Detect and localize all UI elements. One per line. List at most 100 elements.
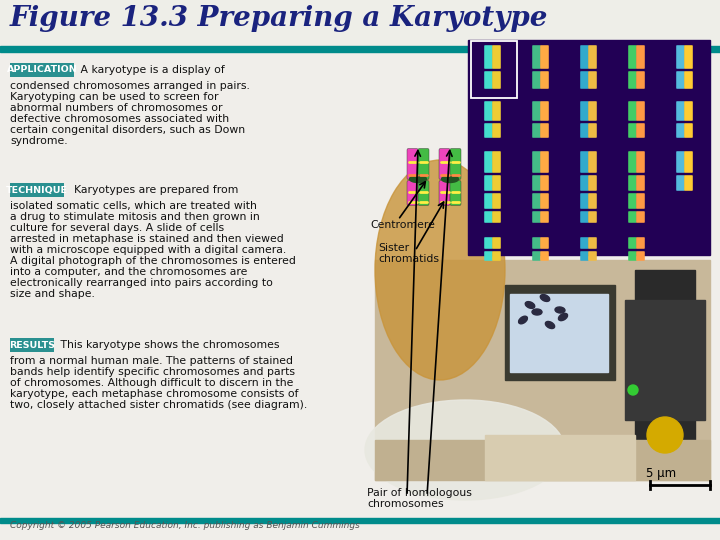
Text: chromatids: chromatids bbox=[378, 254, 439, 264]
FancyBboxPatch shape bbox=[532, 251, 541, 261]
Text: bands help identify specific chromosomes and parts: bands help identify specific chromosomes… bbox=[10, 367, 295, 377]
Text: into a computer, and the chromosomes are: into a computer, and the chromosomes are bbox=[10, 267, 248, 277]
Text: A digital photograph of the chromosomes is entered: A digital photograph of the chromosomes … bbox=[10, 256, 296, 266]
FancyBboxPatch shape bbox=[684, 123, 693, 138]
FancyBboxPatch shape bbox=[484, 251, 492, 261]
FancyBboxPatch shape bbox=[532, 123, 541, 138]
Text: of chromosomes. Although difficult to discern in the: of chromosomes. Although difficult to di… bbox=[10, 378, 293, 388]
FancyBboxPatch shape bbox=[492, 175, 501, 191]
Bar bbox=[0, 0, 720, 47]
Ellipse shape bbox=[559, 313, 567, 321]
Text: APPLICATION: APPLICATION bbox=[6, 65, 77, 75]
FancyBboxPatch shape bbox=[484, 45, 492, 69]
FancyBboxPatch shape bbox=[676, 175, 685, 191]
Text: two, closely attached sister chromatids (see diagram).: two, closely attached sister chromatids … bbox=[10, 400, 307, 410]
Text: culture for several days. A slide of cells: culture for several days. A slide of cel… bbox=[10, 223, 224, 233]
Text: certain congenital disorders, such as Down: certain congenital disorders, such as Do… bbox=[10, 125, 245, 135]
FancyBboxPatch shape bbox=[684, 101, 693, 121]
Text: Sister: Sister bbox=[378, 243, 409, 253]
Ellipse shape bbox=[410, 176, 426, 183]
FancyBboxPatch shape bbox=[540, 251, 549, 261]
FancyBboxPatch shape bbox=[588, 237, 597, 249]
FancyBboxPatch shape bbox=[588, 193, 597, 209]
Bar bbox=[510, 294, 608, 372]
FancyBboxPatch shape bbox=[10, 63, 74, 77]
FancyBboxPatch shape bbox=[10, 183, 64, 197]
FancyBboxPatch shape bbox=[540, 211, 549, 223]
FancyBboxPatch shape bbox=[588, 123, 597, 138]
Text: This karyotype shows the chromosomes: This karyotype shows the chromosomes bbox=[58, 340, 280, 350]
Text: syndrome.: syndrome. bbox=[10, 136, 68, 146]
FancyBboxPatch shape bbox=[532, 237, 541, 249]
FancyBboxPatch shape bbox=[492, 101, 501, 121]
FancyBboxPatch shape bbox=[540, 123, 549, 138]
Text: isolated somatic cells, which are treated with: isolated somatic cells, which are treate… bbox=[10, 201, 257, 211]
Text: Copyright © 2005 Pearson Education, Inc. publishing as Benjamin Cummings: Copyright © 2005 Pearson Education, Inc.… bbox=[10, 521, 360, 530]
FancyBboxPatch shape bbox=[628, 251, 636, 261]
FancyBboxPatch shape bbox=[540, 237, 549, 249]
FancyBboxPatch shape bbox=[492, 251, 501, 261]
FancyBboxPatch shape bbox=[450, 148, 461, 179]
FancyBboxPatch shape bbox=[532, 71, 541, 89]
FancyBboxPatch shape bbox=[676, 71, 685, 89]
Bar bbox=[0, 46, 720, 52]
FancyBboxPatch shape bbox=[628, 101, 636, 121]
FancyBboxPatch shape bbox=[418, 180, 429, 206]
Ellipse shape bbox=[532, 309, 541, 315]
FancyBboxPatch shape bbox=[532, 175, 541, 191]
FancyBboxPatch shape bbox=[439, 148, 450, 179]
FancyBboxPatch shape bbox=[628, 151, 636, 173]
FancyBboxPatch shape bbox=[636, 101, 645, 121]
Circle shape bbox=[628, 385, 638, 395]
FancyBboxPatch shape bbox=[636, 251, 645, 261]
FancyBboxPatch shape bbox=[407, 148, 418, 179]
Text: RESULTS: RESULTS bbox=[9, 341, 55, 349]
FancyBboxPatch shape bbox=[628, 175, 636, 191]
FancyBboxPatch shape bbox=[628, 237, 636, 249]
Text: from a normal human male. The patterns of stained: from a normal human male. The patterns o… bbox=[10, 356, 293, 366]
Bar bbox=[505, 285, 615, 380]
FancyBboxPatch shape bbox=[484, 71, 492, 89]
FancyBboxPatch shape bbox=[676, 151, 685, 173]
Bar bbox=[468, 40, 710, 255]
Text: abnormal numbers of chromosomes or: abnormal numbers of chromosomes or bbox=[10, 103, 222, 113]
FancyBboxPatch shape bbox=[628, 71, 636, 89]
FancyBboxPatch shape bbox=[439, 180, 450, 206]
FancyBboxPatch shape bbox=[532, 151, 541, 173]
FancyBboxPatch shape bbox=[588, 151, 597, 173]
FancyBboxPatch shape bbox=[676, 45, 685, 69]
FancyBboxPatch shape bbox=[676, 123, 685, 138]
Ellipse shape bbox=[525, 302, 535, 308]
FancyBboxPatch shape bbox=[628, 123, 636, 138]
Bar bbox=[625, 300, 705, 420]
FancyBboxPatch shape bbox=[532, 211, 541, 223]
FancyBboxPatch shape bbox=[580, 175, 589, 191]
FancyBboxPatch shape bbox=[684, 45, 693, 69]
FancyBboxPatch shape bbox=[540, 151, 549, 173]
Text: TECHNIQUE: TECHNIQUE bbox=[6, 186, 68, 194]
Text: karyotype, each metaphase chromosome consists of: karyotype, each metaphase chromosome con… bbox=[10, 389, 299, 399]
FancyBboxPatch shape bbox=[628, 193, 636, 209]
Bar bbox=[375, 260, 710, 480]
FancyBboxPatch shape bbox=[484, 237, 492, 249]
Text: 5 μm: 5 μm bbox=[646, 467, 676, 480]
Bar bbox=[485, 435, 635, 480]
FancyBboxPatch shape bbox=[10, 338, 54, 352]
Text: chromosomes: chromosomes bbox=[367, 499, 444, 509]
Ellipse shape bbox=[375, 160, 505, 380]
Text: Karyotyping can be used to screen for: Karyotyping can be used to screen for bbox=[10, 92, 218, 102]
FancyBboxPatch shape bbox=[588, 101, 597, 121]
FancyBboxPatch shape bbox=[580, 193, 589, 209]
FancyBboxPatch shape bbox=[484, 175, 492, 191]
FancyBboxPatch shape bbox=[636, 193, 645, 209]
FancyBboxPatch shape bbox=[484, 123, 492, 138]
FancyBboxPatch shape bbox=[532, 193, 541, 209]
FancyBboxPatch shape bbox=[580, 237, 589, 249]
Text: size and shape.: size and shape. bbox=[10, 289, 95, 299]
FancyBboxPatch shape bbox=[450, 180, 461, 206]
FancyBboxPatch shape bbox=[676, 101, 685, 121]
FancyBboxPatch shape bbox=[580, 151, 589, 173]
FancyBboxPatch shape bbox=[540, 193, 549, 209]
Bar bbox=[0, 518, 720, 523]
FancyBboxPatch shape bbox=[540, 71, 549, 89]
